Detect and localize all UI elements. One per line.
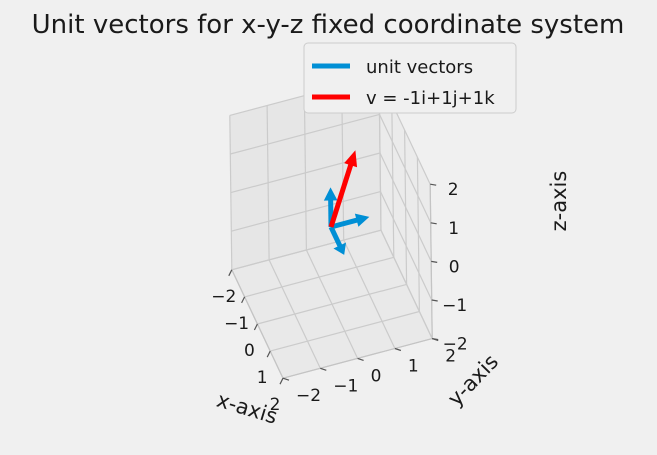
y-tick-label: 0 — [371, 366, 382, 386]
tick-mark — [394, 347, 402, 352]
grid-line-back-z — [380, 229, 433, 339]
tick-mark — [431, 299, 438, 302]
grid-line-back-z — [379, 191, 433, 301]
vector-v — [328, 150, 358, 228]
legend-label-unit-vectors: unit vectors — [366, 57, 473, 78]
tick-mark — [431, 260, 438, 263]
tick-mark — [320, 367, 327, 371]
chart-title: Unit vectors for x-y-z fixed coordinate … — [32, 10, 625, 40]
x-tick-label: 1 — [257, 368, 268, 388]
grid-line-back-z — [378, 114, 432, 224]
z-tick-label: −1 — [442, 296, 467, 316]
y-tick-label: 1 — [408, 357, 419, 377]
x-axis-label: x-axis — [214, 388, 280, 429]
z-tick-label: 2 — [448, 180, 459, 200]
tick-mark — [430, 183, 437, 186]
z-tick-label: 0 — [449, 257, 460, 277]
tick-mark — [282, 377, 290, 381]
grid-line-floor-y — [268, 259, 321, 369]
vector-unit-i — [328, 225, 347, 255]
y-tick-label: −2 — [296, 386, 321, 406]
grid-line-floor-y — [305, 249, 359, 359]
vector-unit-j-head — [354, 213, 370, 227]
grid-line-side-z — [231, 191, 381, 232]
tick-mark — [253, 323, 258, 331]
vector-unit-k-head — [323, 187, 338, 201]
tick-mark — [430, 222, 437, 225]
grid-line-side-z — [231, 229, 382, 271]
z-tick-label: 1 — [448, 219, 459, 239]
legend: unit vectors v = -1i+1j+1k — [303, 42, 517, 114]
vector-v-shaft — [328, 163, 354, 228]
vector-unit-i-head — [333, 242, 347, 255]
vector-unit-i-shaft — [328, 225, 343, 248]
legend-frame — [303, 42, 517, 114]
vector-v-head — [344, 150, 358, 168]
y-tick-label: 2 — [445, 347, 456, 367]
z-tick-label: −2 — [443, 335, 468, 355]
tick-mark — [228, 269, 233, 277]
tick-mark — [279, 377, 284, 385]
y-tick-label: −1 — [333, 376, 358, 396]
grid-line-back-z — [379, 152, 432, 262]
x-tick-label: 2 — [270, 395, 281, 415]
x-tick-label: −1 — [224, 314, 249, 334]
x-tick-label: 0 — [244, 341, 255, 361]
legend-label-v: v = -1i+1j+1k — [366, 88, 495, 109]
vectors — [323, 150, 370, 255]
grid-line-floor-y — [343, 239, 396, 349]
tick-mark — [432, 338, 439, 341]
tick-mark — [241, 296, 246, 304]
vector-unit-j — [330, 213, 370, 230]
vector-unit-j-shaft — [330, 217, 358, 230]
tick-mark — [266, 350, 271, 358]
tick-mark — [357, 357, 364, 361]
x-tick-label: −2 — [211, 287, 236, 307]
z-axis-label: z-axis — [547, 171, 571, 232]
grid-line-side-z — [230, 113, 380, 155]
